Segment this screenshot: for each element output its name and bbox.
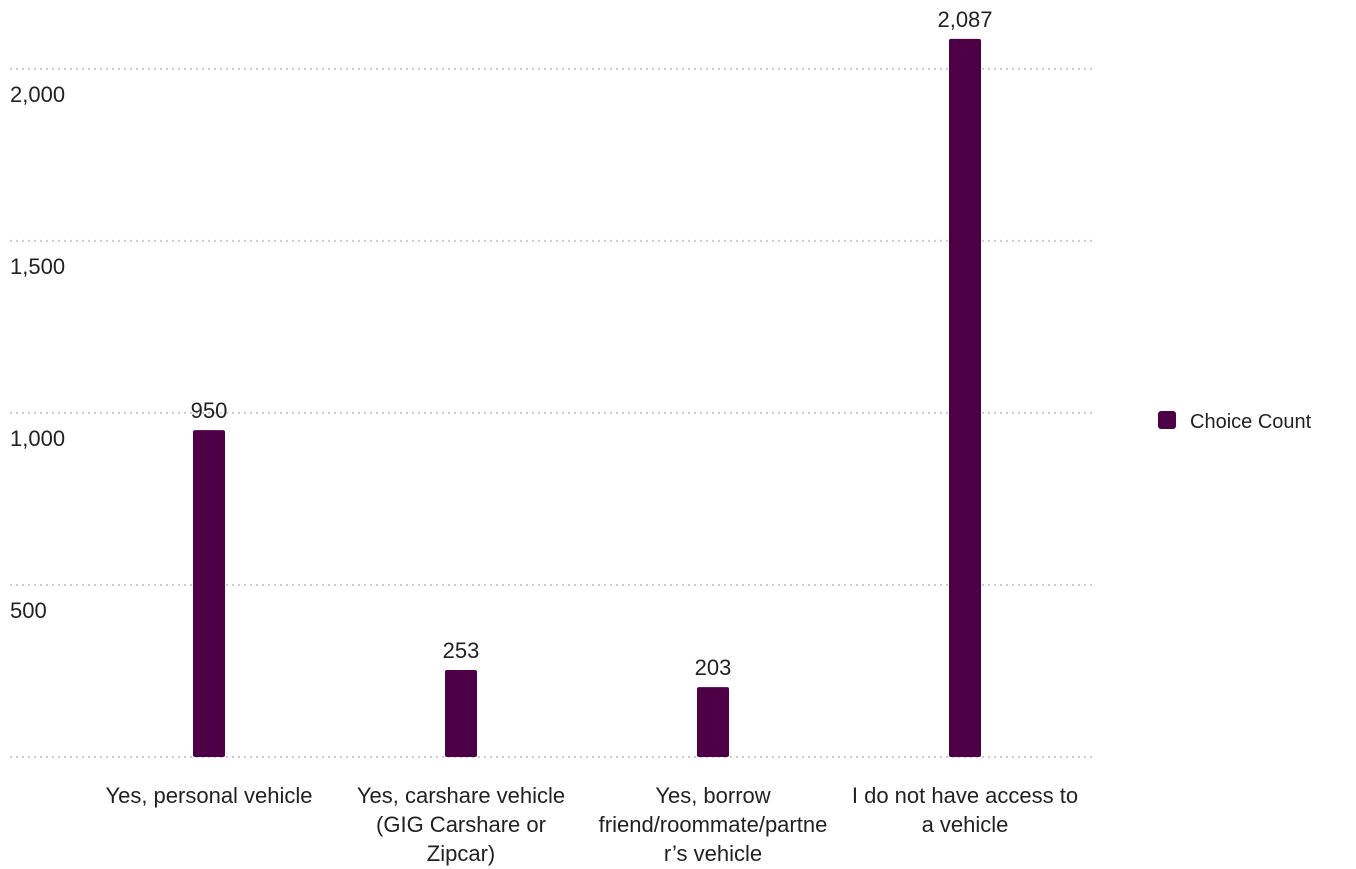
bar [949, 38, 981, 758]
legend-swatch [1158, 411, 1176, 429]
x-tick-label: Yes, personal vehicle [105, 783, 313, 808]
y-tick-label: 2,000 [10, 82, 65, 107]
y-tick-label: 500 [10, 598, 47, 623]
value-label: 950 [191, 398, 228, 423]
value-label: 203 [695, 655, 732, 680]
bar [193, 430, 225, 757]
x-tick-label: Yes, carshare vehicle (GIG Carshare or Z… [356, 783, 566, 866]
value-label: 2,087 [937, 7, 992, 32]
bar [445, 669, 477, 757]
legend-label: Choice Count [1190, 411, 1312, 433]
x-tick-label: Yes, borrow friend/roommate/partner’s ve… [598, 783, 828, 866]
value-label: 253 [443, 638, 480, 663]
y-tick-label: 1,000 [10, 426, 65, 451]
y-tick-label: 1,500 [10, 254, 65, 279]
bar [697, 687, 729, 757]
x-tick-label: I do not have access to a vehicle [851, 783, 1079, 837]
